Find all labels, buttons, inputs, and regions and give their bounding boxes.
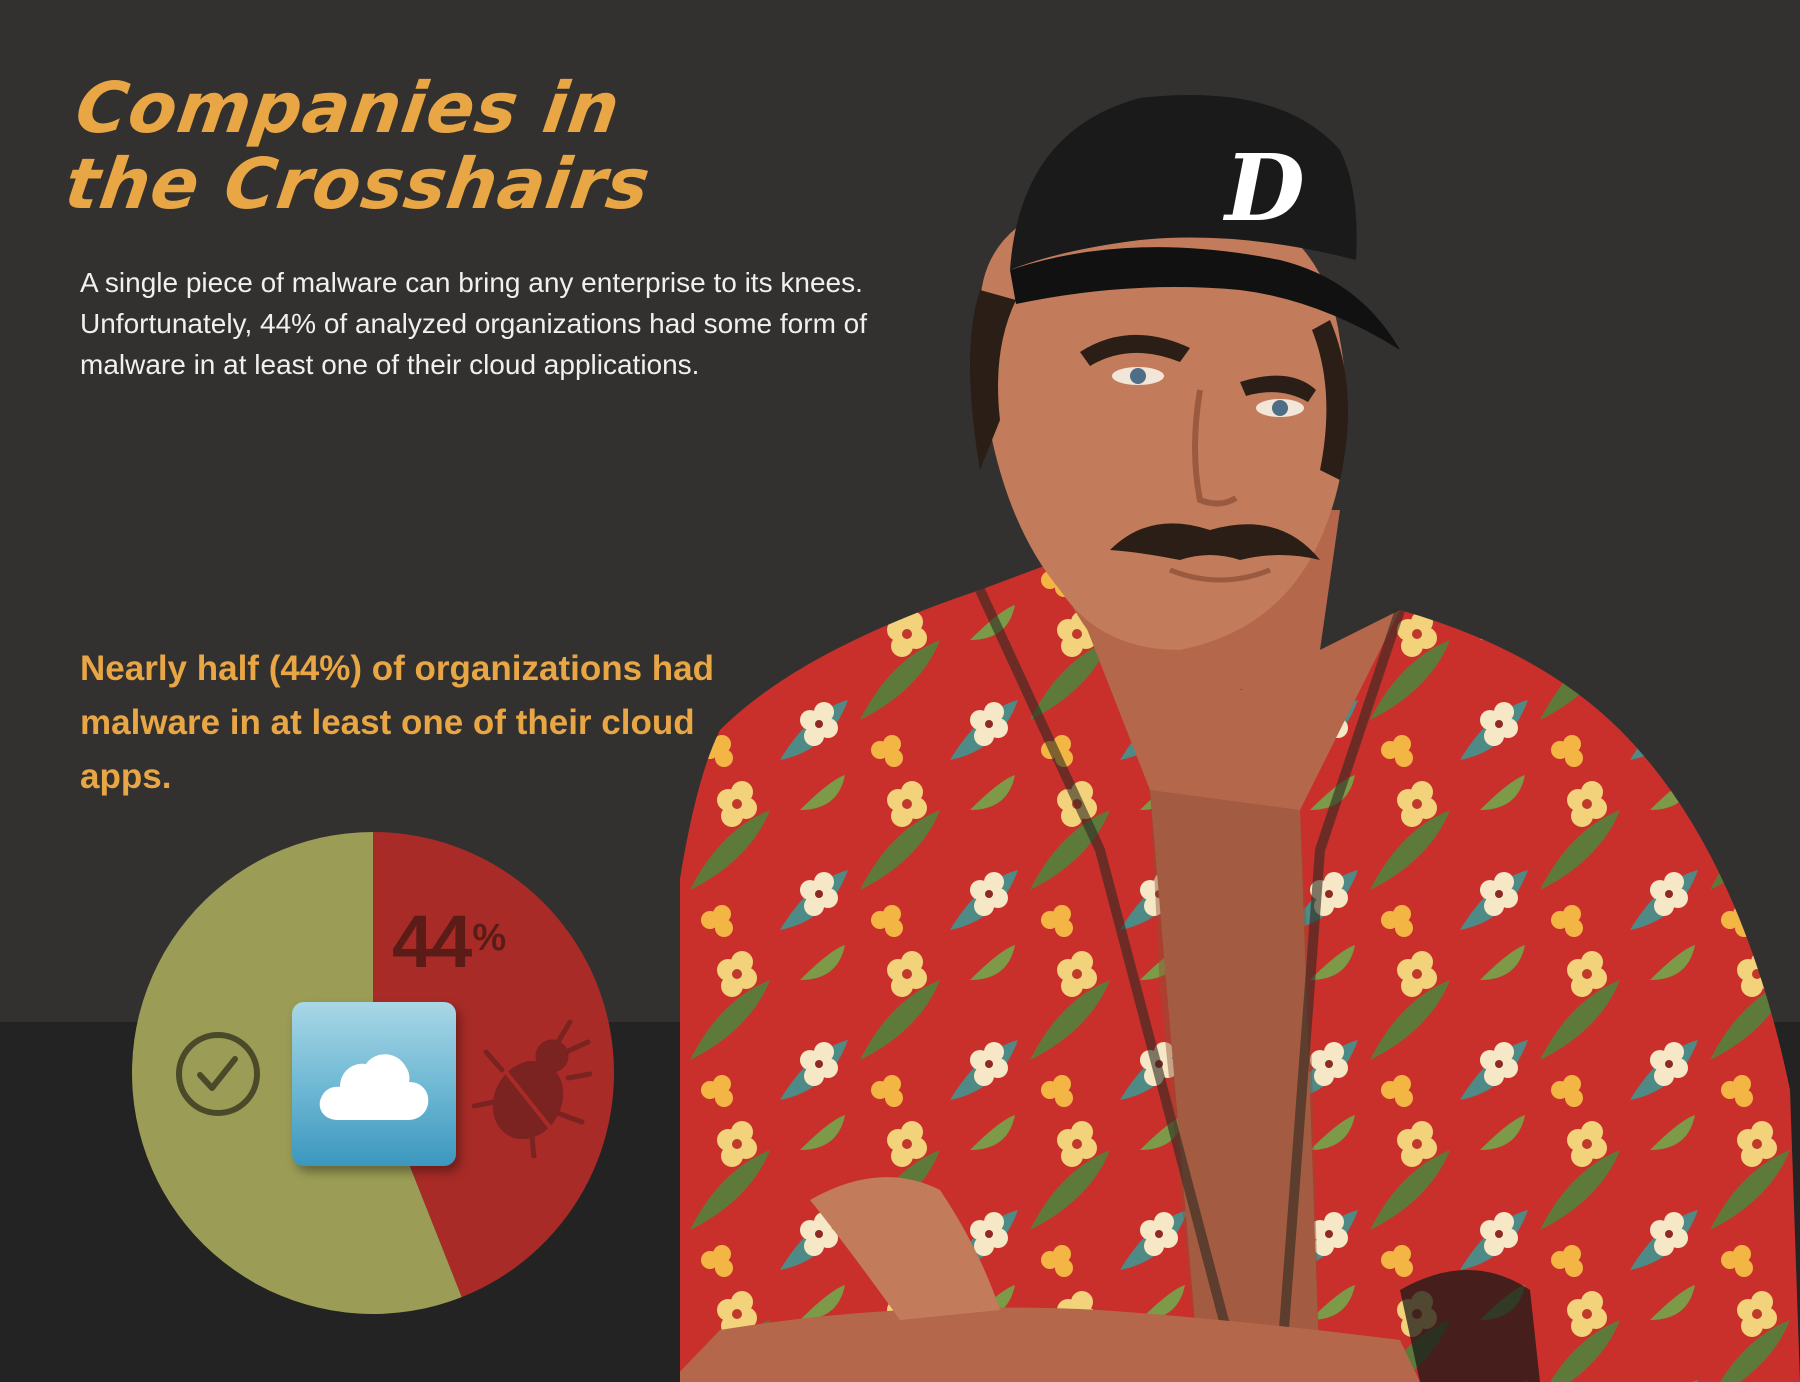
intro-paragraph: A single piece of malware can bring any … <box>80 267 868 380</box>
percent-label: 44% <box>392 905 506 979</box>
svg-text:D: D <box>1222 134 1305 242</box>
stat-callout: Nearly half (44%) of organizations had m… <box>80 649 714 796</box>
check-circle-icon <box>174 1030 262 1123</box>
cloud-app-tile <box>292 1002 456 1166</box>
page-title: Companies in the Crosshairs <box>60 67 666 225</box>
percent-value: 44 <box>392 900 472 983</box>
man-in-cap-and-floral-shirt-illustration: D <box>680 94 1800 1382</box>
cloud-icon <box>319 1054 429 1120</box>
title-line-2: the Crosshairs <box>60 143 656 225</box>
title-line-1: Companies in <box>70 67 626 149</box>
pie-slice-0 <box>373 832 614 1298</box>
percent-sign: % <box>472 917 506 959</box>
bug-icon <box>471 1018 593 1163</box>
